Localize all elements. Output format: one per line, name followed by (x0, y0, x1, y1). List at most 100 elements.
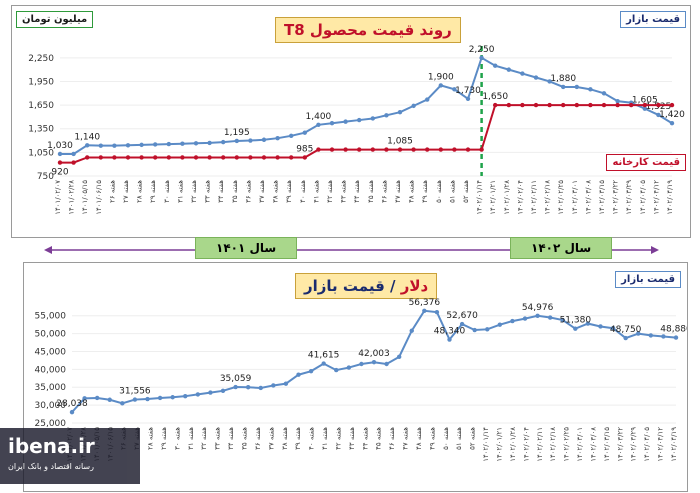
data-point (397, 109, 403, 115)
data-point (636, 331, 641, 336)
x-tick-label: هفته ۴۹ (428, 427, 436, 450)
data-label: 54,976 (522, 303, 554, 313)
x-tick-label: هفته ۴۱ (321, 427, 329, 450)
data-point (289, 155, 294, 160)
data-point (656, 102, 661, 108)
x-tick-label: هفته ۴۳ (340, 180, 348, 203)
data-point (357, 117, 362, 123)
x-tick-label: ۱۴۰۲/۰۲/۱۱ (530, 180, 538, 215)
data-point (561, 84, 566, 90)
x-tick-label: هفته ۵۲ (469, 427, 477, 450)
data-point (302, 155, 307, 160)
data-point (610, 326, 616, 331)
data-point (642, 102, 647, 108)
y-tick-label: 1,950 (28, 77, 54, 87)
x-tick-label: هفته ۴۱ (312, 180, 320, 203)
x-tick-label: هفته ۳۷ (267, 427, 275, 450)
data-point (82, 396, 87, 401)
data-point (258, 385, 263, 391)
data-point (588, 102, 593, 108)
data-point (547, 315, 553, 320)
data-point (384, 113, 389, 118)
data-label: 48,750 (610, 325, 642, 335)
data-point (248, 138, 253, 143)
y-tick-label: 55,000 (35, 312, 67, 322)
x-tick-label: ۱۴۰۲/۰۳/۱۵ (603, 427, 611, 462)
x-tick-label: هفته ۲۹ (160, 427, 168, 450)
year-1402-label: سال ۱۴۰۲ (510, 237, 613, 259)
data-point (283, 381, 289, 386)
data-point (346, 365, 352, 370)
data-point (334, 367, 339, 373)
data-point (533, 75, 539, 80)
data-point (588, 87, 593, 92)
data-point (221, 139, 226, 145)
x-tick-label: هفته ۴۶ (388, 427, 396, 450)
x-tick-label: ۱۴۰۱/۰۵/۱۵ (81, 180, 89, 215)
data-label: 48,880 (660, 325, 687, 335)
data-point (533, 102, 539, 108)
x-tick-label: هفته ۳۷ (258, 180, 266, 203)
data-point (166, 141, 171, 147)
top-line-chart: 750 1,050 1,350 1,650 1,950 2,250 ۱۴۰۱/۰۲/۰۷ ۱۴… (28, 45, 685, 215)
y-tick-label: 35,000 (35, 383, 67, 393)
data-point (615, 98, 620, 104)
x-tick-label: هفته ۴۸ (415, 427, 423, 450)
x-tick-label: هفته ۲۹ (149, 180, 157, 203)
data-point (275, 135, 280, 141)
data-point (522, 316, 528, 321)
year-1401-label: سال ۱۴۰۱ (195, 237, 298, 259)
data-point (234, 155, 239, 160)
x-tick-label: ۱۴۰۲/۰۱/۲۸ (503, 180, 511, 215)
x-tick-label: ۱۴۰۲/۰۳/۰۸ (584, 180, 592, 215)
data-label: 31,556 (119, 387, 151, 397)
legend-market: قیمت بازار (620, 11, 686, 28)
data-point (370, 147, 375, 152)
series-line (60, 104, 672, 164)
data-point (107, 397, 112, 402)
x-tick-label: هفته ۵۲ (462, 180, 470, 203)
data-point (57, 160, 63, 165)
data-point (98, 143, 104, 148)
y-tick-label: 45,000 (35, 347, 67, 357)
x-tick-label: هفته ۳۴ (217, 180, 225, 203)
data-point (459, 321, 465, 327)
data-point (180, 141, 185, 146)
data-label: 1,420 (659, 110, 685, 120)
data-point (145, 396, 150, 402)
data-point (261, 137, 267, 142)
x-tick-label: ۱۴۰۲/۰۴/۱۹ (666, 180, 674, 215)
x-tick-label: هفته ۴۵ (367, 180, 375, 203)
data-point (233, 384, 238, 390)
data-point (642, 106, 647, 111)
legend-factory: قیمت کارخانه (606, 154, 686, 171)
x-tick-label: هفته ۴۰ (299, 180, 307, 203)
y-tick-label: 1,050 (28, 148, 54, 158)
data-label: 41,615 (308, 351, 340, 361)
data-point (153, 155, 158, 160)
title-suffix: دلار (400, 277, 429, 295)
x-tick-label: هفته ۵۱ (448, 180, 456, 203)
x-tick-label: هفته ۵۰ (435, 180, 443, 203)
data-point (153, 142, 158, 147)
data-point (85, 143, 90, 148)
data-label: 56,376 (409, 298, 441, 308)
data-label: 1,085 (387, 137, 413, 147)
data-point (547, 102, 552, 108)
data-point (180, 155, 185, 160)
x-tick-label: هفته ۴۷ (402, 427, 410, 450)
data-point (357, 147, 362, 152)
data-point (261, 155, 267, 160)
data-point (234, 138, 239, 144)
data-point (170, 395, 175, 400)
data-point (132, 397, 138, 402)
data-label: 48,340 (434, 327, 466, 337)
y-tick-label: 25,000 (35, 419, 67, 429)
x-tick-label: ۱۴۰۲/۰۲/۰۴ (522, 427, 530, 462)
data-point (425, 97, 430, 102)
data-point (396, 354, 402, 360)
x-tick-label: هفته ۳۰ (163, 180, 171, 203)
y-tick-label: 40,000 (35, 365, 67, 375)
data-label: 1,400 (306, 112, 332, 122)
data-point (506, 102, 511, 108)
